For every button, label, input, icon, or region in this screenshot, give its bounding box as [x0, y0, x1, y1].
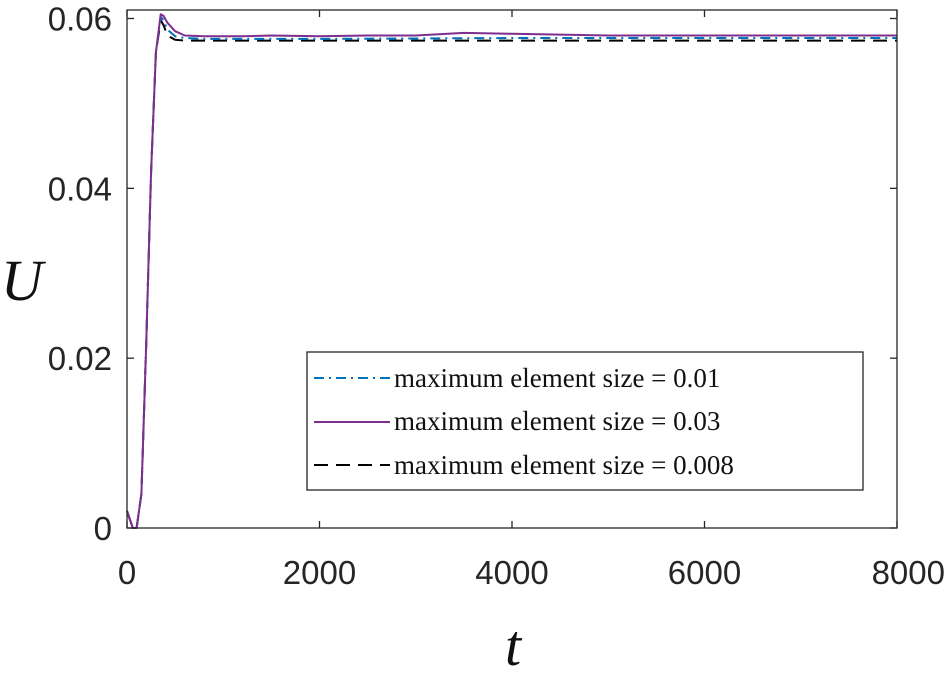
legend-label-series-2: maximum element size = 0.03: [394, 406, 720, 436]
series-line-2: [126, 13, 897, 529]
plot-frame: [126, 9, 898, 529]
y-tick-label: 0: [94, 510, 112, 547]
legend: maximum element size = 0.01 maximum elem…: [306, 351, 864, 491]
y-tick-label: 0.06: [48, 0, 112, 37]
y-axis-label: U: [1, 248, 47, 313]
y-tick-label: 0.04: [48, 170, 112, 207]
legend-label-series-3: maximum element size = 0.008: [394, 450, 734, 480]
x-tick-label: 4000: [475, 554, 548, 591]
legend-box: [306, 351, 864, 491]
x-tick-label: 6000: [668, 554, 741, 591]
y-tick-label: 0.02: [48, 340, 112, 377]
legend-label-series-1: maximum element size = 0.01: [394, 363, 720, 393]
x-tick-label: 2000: [283, 554, 356, 591]
series-layer: [126, 13, 897, 529]
x-tick-label: 0: [118, 554, 136, 591]
x-tick-label: 8000: [872, 554, 945, 591]
tick-layer: 0 2000 4000 6000 8000 0 0.02 0.04 0.06: [48, 0, 945, 591]
x-axis-label: t: [505, 613, 523, 673]
